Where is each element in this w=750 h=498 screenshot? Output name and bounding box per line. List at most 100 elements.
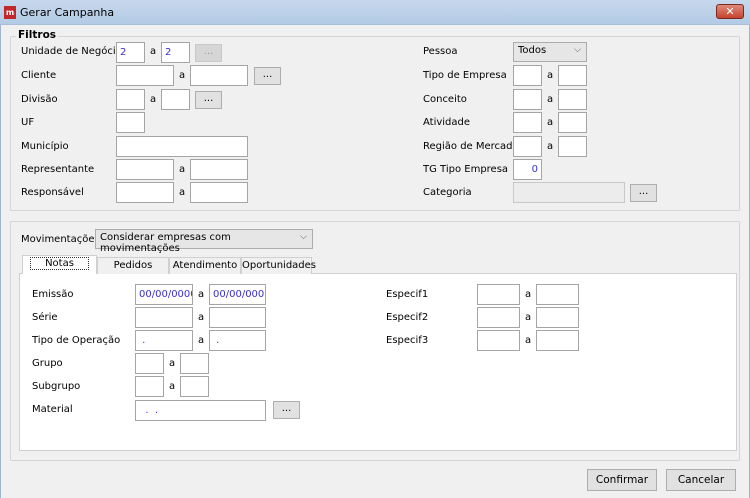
divisao-to-input[interactable]: [161, 89, 190, 110]
pessoa-select[interactable]: Todos ⌵: [513, 42, 587, 62]
material-lookup-button[interactable]: ...: [273, 401, 300, 419]
sep-label: a: [525, 289, 532, 300]
serie-label: Série: [32, 312, 58, 323]
tg-tipo-label: TG Tipo Empresa: [423, 164, 509, 175]
uf-label: UF: [21, 117, 35, 128]
especif3-from-input[interactable]: [477, 330, 520, 351]
especif2-to-input[interactable]: [536, 307, 579, 328]
tipo-empresa-label: Tipo de Empresa: [423, 70, 507, 81]
sep-label: a: [547, 141, 554, 152]
regiao-label: Região de Mercado: [423, 141, 519, 152]
grupo-to-input[interactable]: [180, 353, 209, 374]
atividade-label: Atividade: [423, 117, 471, 128]
divisao-label: Divisão: [21, 94, 58, 105]
sep-label: a: [525, 312, 532, 323]
sep-label: a: [547, 94, 554, 105]
filtros-legend: Filtros: [16, 29, 59, 41]
unidade-lookup-button[interactable]: ...: [195, 44, 222, 62]
unidade-to-input[interactable]: 2: [161, 42, 190, 63]
responsavel-to-input[interactable]: [190, 182, 248, 203]
categoria-input[interactable]: [513, 182, 625, 203]
cancel-button[interactable]: Cancelar: [666, 469, 736, 491]
sep-label: a: [179, 187, 186, 198]
conceito-to-input[interactable]: [558, 89, 587, 110]
sep-label: a: [169, 381, 176, 392]
unidade-label: Unidade de Negócio: [21, 46, 122, 57]
confirm-button[interactable]: Confirmar: [587, 469, 657, 491]
divisao-from-input[interactable]: [116, 89, 145, 110]
municipio-label: Município: [21, 141, 69, 152]
tg-tipo-input[interactable]: 0: [513, 159, 542, 180]
categoria-lookup-button[interactable]: ...: [630, 184, 657, 202]
divisao-lookup-button[interactable]: ...: [195, 91, 222, 109]
tipo-empresa-from-input[interactable]: [513, 65, 542, 86]
pessoa-value: Todos: [518, 45, 547, 56]
title-bar: m Gerar Campanha ✕: [0, 0, 750, 25]
regiao-from-input[interactable]: [513, 136, 542, 157]
especif1-from-input[interactable]: [477, 284, 520, 305]
tab-atendimento[interactable]: Atendimento: [169, 257, 241, 274]
atividade-to-input[interactable]: [558, 112, 587, 133]
especif1-label: Especif1: [386, 289, 429, 300]
sep-label: a: [547, 70, 554, 81]
emissao-from-input[interactable]: 00/00/0000: [135, 284, 193, 305]
conceito-from-input[interactable]: [513, 89, 542, 110]
tipo-operacao-to-input[interactable]: .: [209, 330, 266, 351]
cliente-label: Cliente: [21, 70, 57, 81]
uf-input[interactable]: [116, 112, 145, 133]
tab-label: Notas: [30, 257, 89, 270]
cliente-from-input[interactable]: [116, 65, 174, 86]
categoria-label: Categoria: [423, 187, 472, 198]
sep-label: a: [198, 335, 205, 346]
responsavel-label: Responsável: [21, 187, 84, 198]
especif3-to-input[interactable]: [536, 330, 579, 351]
grupo-label: Grupo: [32, 358, 63, 369]
serie-to-input[interactable]: [209, 307, 266, 328]
material-input[interactable]: . .: [135, 400, 266, 421]
conceito-label: Conceito: [423, 94, 467, 105]
subgrupo-from-input[interactable]: [135, 376, 164, 397]
atividade-from-input[interactable]: [513, 112, 542, 133]
especif1-to-input[interactable]: [536, 284, 579, 305]
especif2-from-input[interactable]: [477, 307, 520, 328]
serie-from-input[interactable]: [135, 307, 193, 328]
sep-label: a: [179, 70, 186, 81]
sep-label: a: [150, 94, 157, 105]
grupo-from-input[interactable]: [135, 353, 164, 374]
cliente-lookup-button[interactable]: ...: [254, 67, 281, 85]
pessoa-label: Pessoa: [423, 46, 458, 57]
movimentacoes-select[interactable]: Considerar empresas com movimentações ⌵: [95, 229, 313, 254]
unidade-from-input[interactable]: 2: [116, 42, 145, 63]
tipo-operacao-from-input[interactable]: .: [135, 330, 193, 351]
tab-panel-notas: [19, 273, 737, 451]
emissao-to-input[interactable]: 00/00/0000: [209, 284, 266, 305]
tab-notas[interactable]: Notas: [22, 255, 97, 274]
chevron-down-icon: ⌵: [574, 45, 581, 55]
subgrupo-to-input[interactable]: [180, 376, 209, 397]
movimentacoes-value: Considerar empresas com movimentações: [100, 232, 231, 254]
sep-label: a: [169, 358, 176, 369]
emissao-label: Emissão: [32, 289, 74, 300]
regiao-to-input[interactable]: [558, 136, 587, 157]
tipo-empresa-to-input[interactable]: [558, 65, 587, 86]
sep-label: a: [525, 335, 532, 346]
sep-label: a: [198, 289, 205, 300]
especif3-label: Especif3: [386, 335, 429, 346]
movimentacoes-group: [10, 221, 740, 461]
cliente-to-input[interactable]: [190, 65, 248, 86]
sep-label: a: [547, 117, 554, 128]
tab-oportunidades[interactable]: Oportunidades: [241, 257, 316, 274]
movimentacoes-label: Movimentações: [21, 234, 100, 245]
close-icon: ✕: [725, 5, 735, 18]
close-button[interactable]: ✕: [716, 4, 744, 19]
municipio-input[interactable]: [116, 136, 248, 157]
sep-label: a: [150, 46, 157, 57]
app-logo-icon: m: [4, 6, 16, 19]
representante-to-input[interactable]: [190, 159, 248, 180]
material-label: Material: [32, 404, 73, 415]
chevron-down-icon: ⌵: [300, 232, 307, 242]
responsavel-from-input[interactable]: [116, 182, 174, 203]
tab-pedidos[interactable]: Pedidos: [97, 257, 169, 274]
representante-label: Representante: [21, 164, 95, 175]
representante-from-input[interactable]: [116, 159, 174, 180]
